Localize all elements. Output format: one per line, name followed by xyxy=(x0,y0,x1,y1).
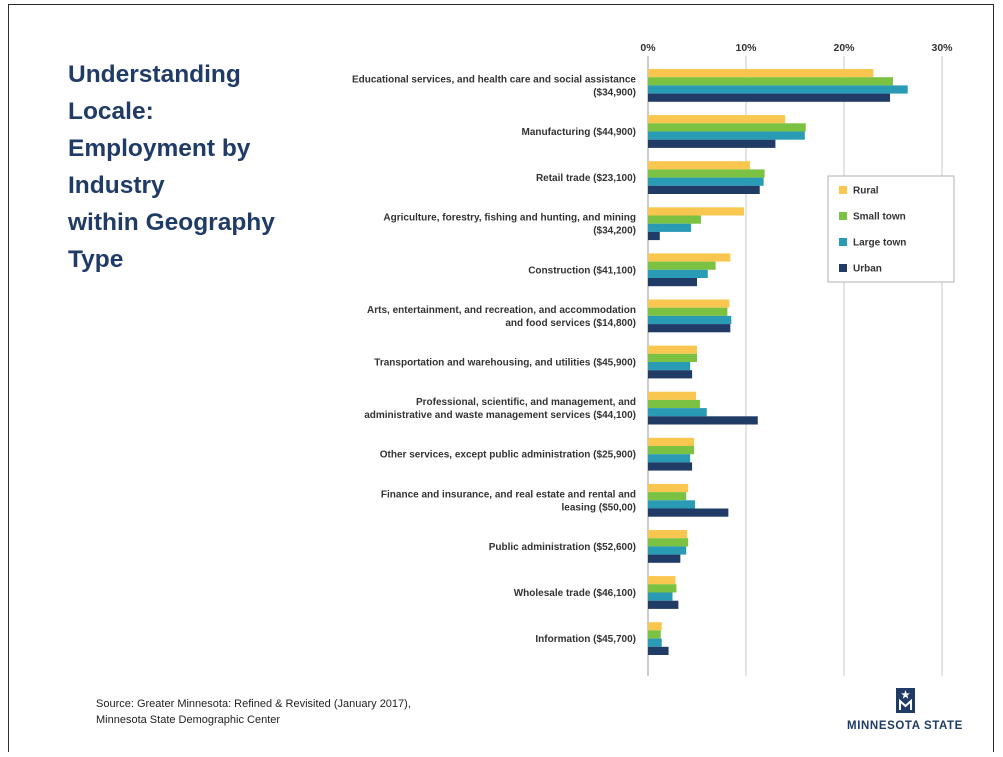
category-label: administrative and waste management serv… xyxy=(364,410,636,421)
bar-rural xyxy=(648,253,731,262)
title-line: within Geography xyxy=(68,209,275,236)
category-label: Transportation and warehousing, and util… xyxy=(374,358,636,369)
bar-urban xyxy=(648,600,679,609)
slide-title: Understanding Locale: Employment by Indu… xyxy=(68,56,313,278)
title-line: Industry xyxy=(68,172,165,199)
legend-label: Rural xyxy=(853,186,879,197)
bar-small-town xyxy=(648,307,728,316)
bar-small-town xyxy=(648,630,661,639)
x-tick-label: 30% xyxy=(931,42,953,54)
source-note: Source: Greater Minnesota: Refined & Rev… xyxy=(96,696,411,728)
x-tick-label: 20% xyxy=(833,42,855,54)
bar-urban xyxy=(648,416,758,425)
legend-box xyxy=(827,175,955,283)
legend-label: Urban xyxy=(853,264,882,275)
category-label: Wholesale trade ($46,100) xyxy=(514,588,636,599)
bar-rural xyxy=(648,530,688,539)
slide-frame xyxy=(8,4,994,752)
x-tick-label: 10% xyxy=(735,42,757,54)
category-label: Agriculture, forestry, fishing and hunti… xyxy=(383,213,636,224)
bar-large-town xyxy=(648,546,687,555)
source-line: Source: Greater Minnesota: Refined & Rev… xyxy=(96,698,411,710)
category-label: Arts, entertainment, and recreation, and… xyxy=(367,305,636,316)
category-label: Educational services, and health care an… xyxy=(352,74,636,85)
title-line: Understanding xyxy=(68,61,241,88)
bar-small-town xyxy=(648,538,689,547)
minnesota-state-star-m-icon xyxy=(895,688,915,713)
category-label: Professional, scientific, and management… xyxy=(416,397,636,408)
bar-large-town xyxy=(648,454,691,463)
source-line: Minnesota State Demographic Center xyxy=(96,714,281,726)
bar-rural xyxy=(648,483,689,493)
bar-rural xyxy=(648,69,874,78)
bar-rural xyxy=(648,391,697,400)
bar-rural xyxy=(648,161,750,170)
category-label: leasing ($50,00) xyxy=(562,502,636,513)
bar-urban xyxy=(648,93,891,102)
bar-urban xyxy=(648,324,731,333)
category-label: Public administration ($52,600) xyxy=(489,542,636,553)
legend-swatch xyxy=(839,238,847,246)
bar-small-town xyxy=(648,261,716,270)
bar-urban xyxy=(648,646,669,655)
bar-urban xyxy=(648,554,681,563)
category-label: Retail trade ($23,100) xyxy=(536,173,636,184)
title-line: Locale: xyxy=(68,98,154,125)
bar-large-town xyxy=(648,85,908,94)
bar-large-town xyxy=(648,408,707,417)
bar-urban xyxy=(648,370,693,379)
category-label: ($34,200) xyxy=(593,226,636,237)
bar-small-town xyxy=(648,399,700,409)
logo-text: MINNESOTA STATE xyxy=(847,720,963,732)
bar-large-town xyxy=(648,269,708,278)
legend-swatch xyxy=(839,212,847,220)
category-label: Manufacturing ($44,900) xyxy=(522,127,636,138)
bar-small-town xyxy=(648,77,893,86)
category-label: ($34,900) xyxy=(593,87,636,98)
bar-large-town xyxy=(648,315,732,325)
bar-large-town xyxy=(648,223,692,232)
bar-small-town xyxy=(648,215,701,224)
bar-urban xyxy=(648,508,729,517)
bar-urban xyxy=(648,462,693,471)
bar-small-town xyxy=(648,169,765,178)
bar-urban xyxy=(648,139,776,148)
bar-small-town xyxy=(648,123,806,132)
category-label: Finance and insurance, and real estate a… xyxy=(381,489,636,500)
bar-urban xyxy=(648,185,760,194)
legend-label: Large town xyxy=(853,238,906,249)
bar-rural xyxy=(648,437,695,446)
bar-small-town xyxy=(648,353,697,362)
bar-large-town xyxy=(648,362,691,371)
bar-urban xyxy=(648,278,697,287)
bar-small-town xyxy=(648,584,677,593)
bar-rural xyxy=(648,576,676,585)
category-label: Information ($45,700) xyxy=(535,634,636,645)
bar-large-town xyxy=(648,177,764,186)
title-line: Employment by xyxy=(68,135,251,162)
bar-rural xyxy=(648,345,697,354)
minnesota-state-logo: MINNESOTA STATE xyxy=(840,688,970,732)
bar-rural xyxy=(648,622,662,631)
title-line: Type xyxy=(68,246,124,273)
bar-small-town xyxy=(648,492,687,501)
bar-rural xyxy=(648,115,786,124)
x-tick-label: 0% xyxy=(640,42,656,54)
legend-label: Small town xyxy=(853,212,906,223)
legend-swatch xyxy=(839,264,847,272)
bar-rural xyxy=(648,299,730,308)
bar-large-town xyxy=(648,592,673,601)
legend-swatch xyxy=(839,186,847,194)
bar-large-town xyxy=(648,638,662,647)
bar-large-town xyxy=(648,500,696,509)
category-label: Other services, except public administra… xyxy=(380,450,636,461)
bar-large-town xyxy=(648,131,805,140)
bar-rural xyxy=(648,207,745,216)
category-label: and food services ($14,800) xyxy=(505,318,636,329)
bar-urban xyxy=(648,231,660,241)
category-label: Construction ($41,100) xyxy=(528,265,636,276)
bar-small-town xyxy=(648,446,695,455)
